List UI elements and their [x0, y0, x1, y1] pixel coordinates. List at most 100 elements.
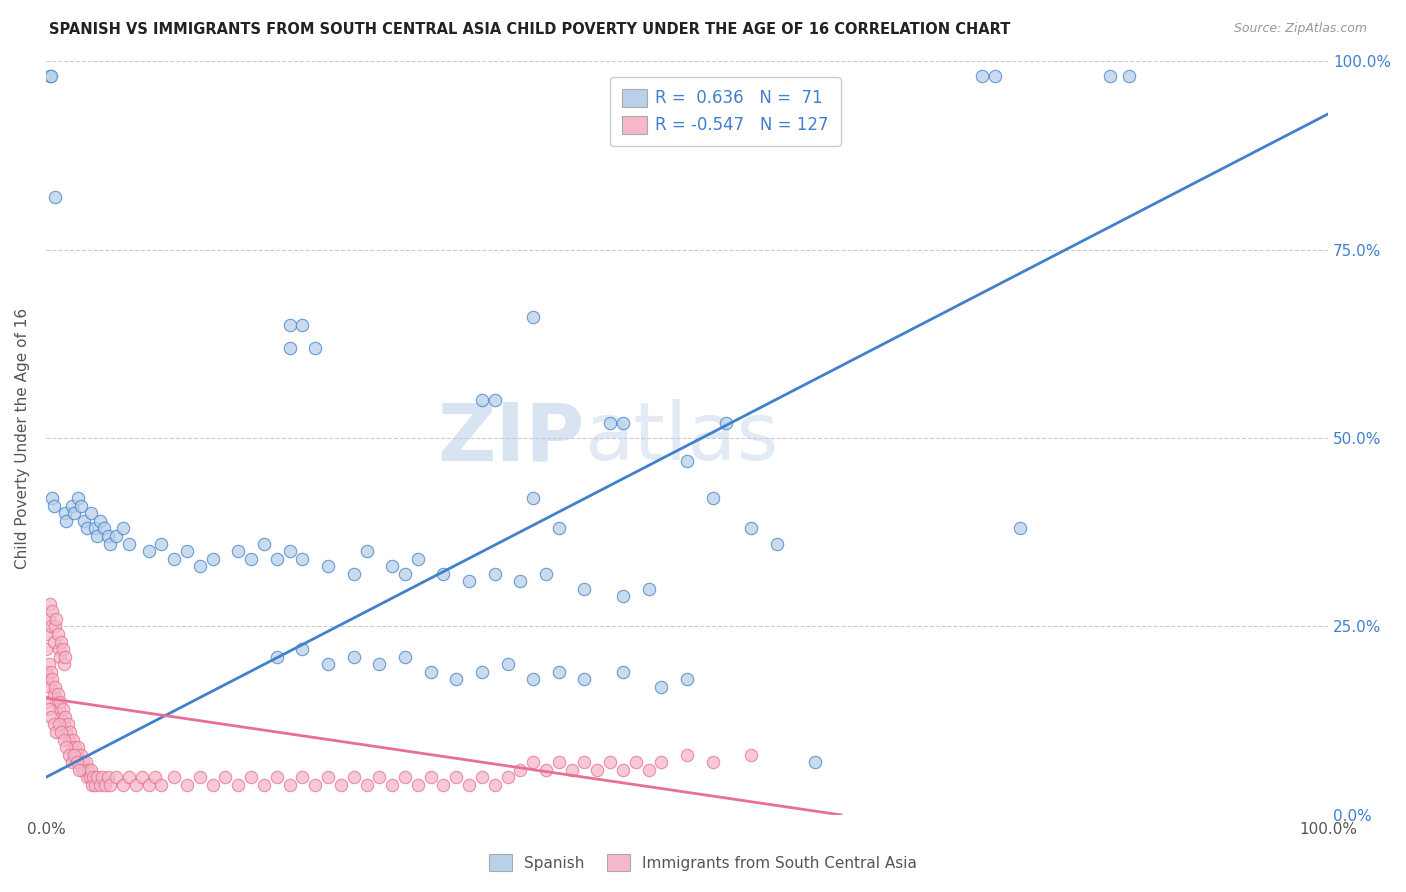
Point [65, 740, 87, 755]
Point [98, 778, 121, 792]
Point [37, 627, 59, 641]
Point [484, 566, 506, 581]
Point [432, 566, 454, 581]
Point [60, 740, 83, 755]
Point [547, 755, 569, 769]
Point [574, 672, 596, 686]
Point [509, 763, 531, 777]
Point [240, 770, 263, 784]
Point [702, 755, 724, 769]
Point [82, 778, 104, 792]
Point [45, 695, 67, 709]
Point [150, 536, 173, 550]
Point [188, 559, 211, 574]
Point [612, 763, 634, 777]
Point [419, 665, 441, 679]
Point [62, 732, 84, 747]
Point [381, 559, 404, 574]
Point [291, 642, 314, 657]
Y-axis label: Child Poverty Under the Age of 16: Child Poverty Under the Age of 16 [15, 308, 30, 568]
Point [522, 491, 544, 506]
Point [41, 604, 63, 618]
Point [93, 521, 115, 535]
Point [253, 536, 276, 550]
Text: SPANISH VS IMMIGRANTS FROM SOUTH CENTRAL ASIA CHILD POVERTY UNDER THE AGE OF 16 : SPANISH VS IMMIGRANTS FROM SOUTH CENTRAL… [49, 22, 1011, 37]
Text: atlas: atlas [585, 399, 779, 477]
Point [176, 544, 198, 558]
Point [69, 499, 91, 513]
Point [676, 672, 699, 686]
Point [44, 680, 66, 694]
Point [66, 755, 89, 769]
Point [561, 763, 583, 777]
Point [150, 778, 173, 792]
Point [522, 672, 544, 686]
Point [381, 778, 404, 792]
Point [458, 778, 481, 792]
Point [96, 770, 118, 784]
Point [37, 672, 59, 686]
Point [278, 318, 301, 332]
Point [547, 665, 569, 679]
Point [612, 590, 634, 604]
Point [39, 69, 62, 83]
Point [471, 665, 494, 679]
Point [278, 544, 301, 558]
Point [316, 770, 339, 784]
Point [91, 770, 114, 784]
Point [38, 680, 60, 694]
Point [51, 725, 73, 739]
Point [118, 770, 141, 784]
Legend: Spanish, Immigrants from South Central Asia: Spanish, Immigrants from South Central A… [479, 845, 927, 880]
Point [368, 657, 391, 672]
Point [66, 747, 89, 762]
Point [586, 763, 609, 777]
Point [394, 770, 416, 784]
Point [63, 747, 86, 762]
Point [1010, 521, 1032, 535]
Point [76, 770, 98, 784]
Point [55, 740, 77, 755]
Point [266, 551, 288, 566]
Point [52, 702, 75, 716]
Point [343, 770, 366, 784]
Point [740, 521, 762, 535]
Point [53, 710, 76, 724]
Point [89, 778, 111, 792]
Point [316, 559, 339, 574]
Point [42, 717, 65, 731]
Point [163, 770, 186, 784]
Point [96, 529, 118, 543]
Point [343, 649, 366, 664]
Point [496, 657, 519, 672]
Point [79, 770, 101, 784]
Point [41, 672, 63, 686]
Point [765, 536, 787, 550]
Point [94, 778, 117, 792]
Point [82, 770, 104, 784]
Point [63, 507, 86, 521]
Point [188, 770, 211, 784]
Point [278, 778, 301, 792]
Point [66, 491, 89, 506]
Point [58, 732, 80, 747]
Point [984, 69, 1007, 83]
Point [49, 649, 72, 664]
Point [291, 551, 314, 566]
Point [612, 665, 634, 679]
Point [201, 551, 224, 566]
Point [52, 642, 75, 657]
Point [419, 770, 441, 784]
Point [53, 649, 76, 664]
Point [48, 702, 70, 716]
Point [266, 770, 288, 784]
Point [75, 755, 97, 769]
Point [278, 341, 301, 355]
Legend: R =  0.636   N =  71, R = -0.547   N = 127: R = 0.636 N = 71, R = -0.547 N = 127 [610, 77, 841, 146]
Point [534, 763, 557, 777]
Point [59, 725, 82, 739]
Point [291, 318, 314, 332]
Point [77, 763, 100, 777]
Point [138, 544, 160, 558]
Point [446, 770, 468, 784]
